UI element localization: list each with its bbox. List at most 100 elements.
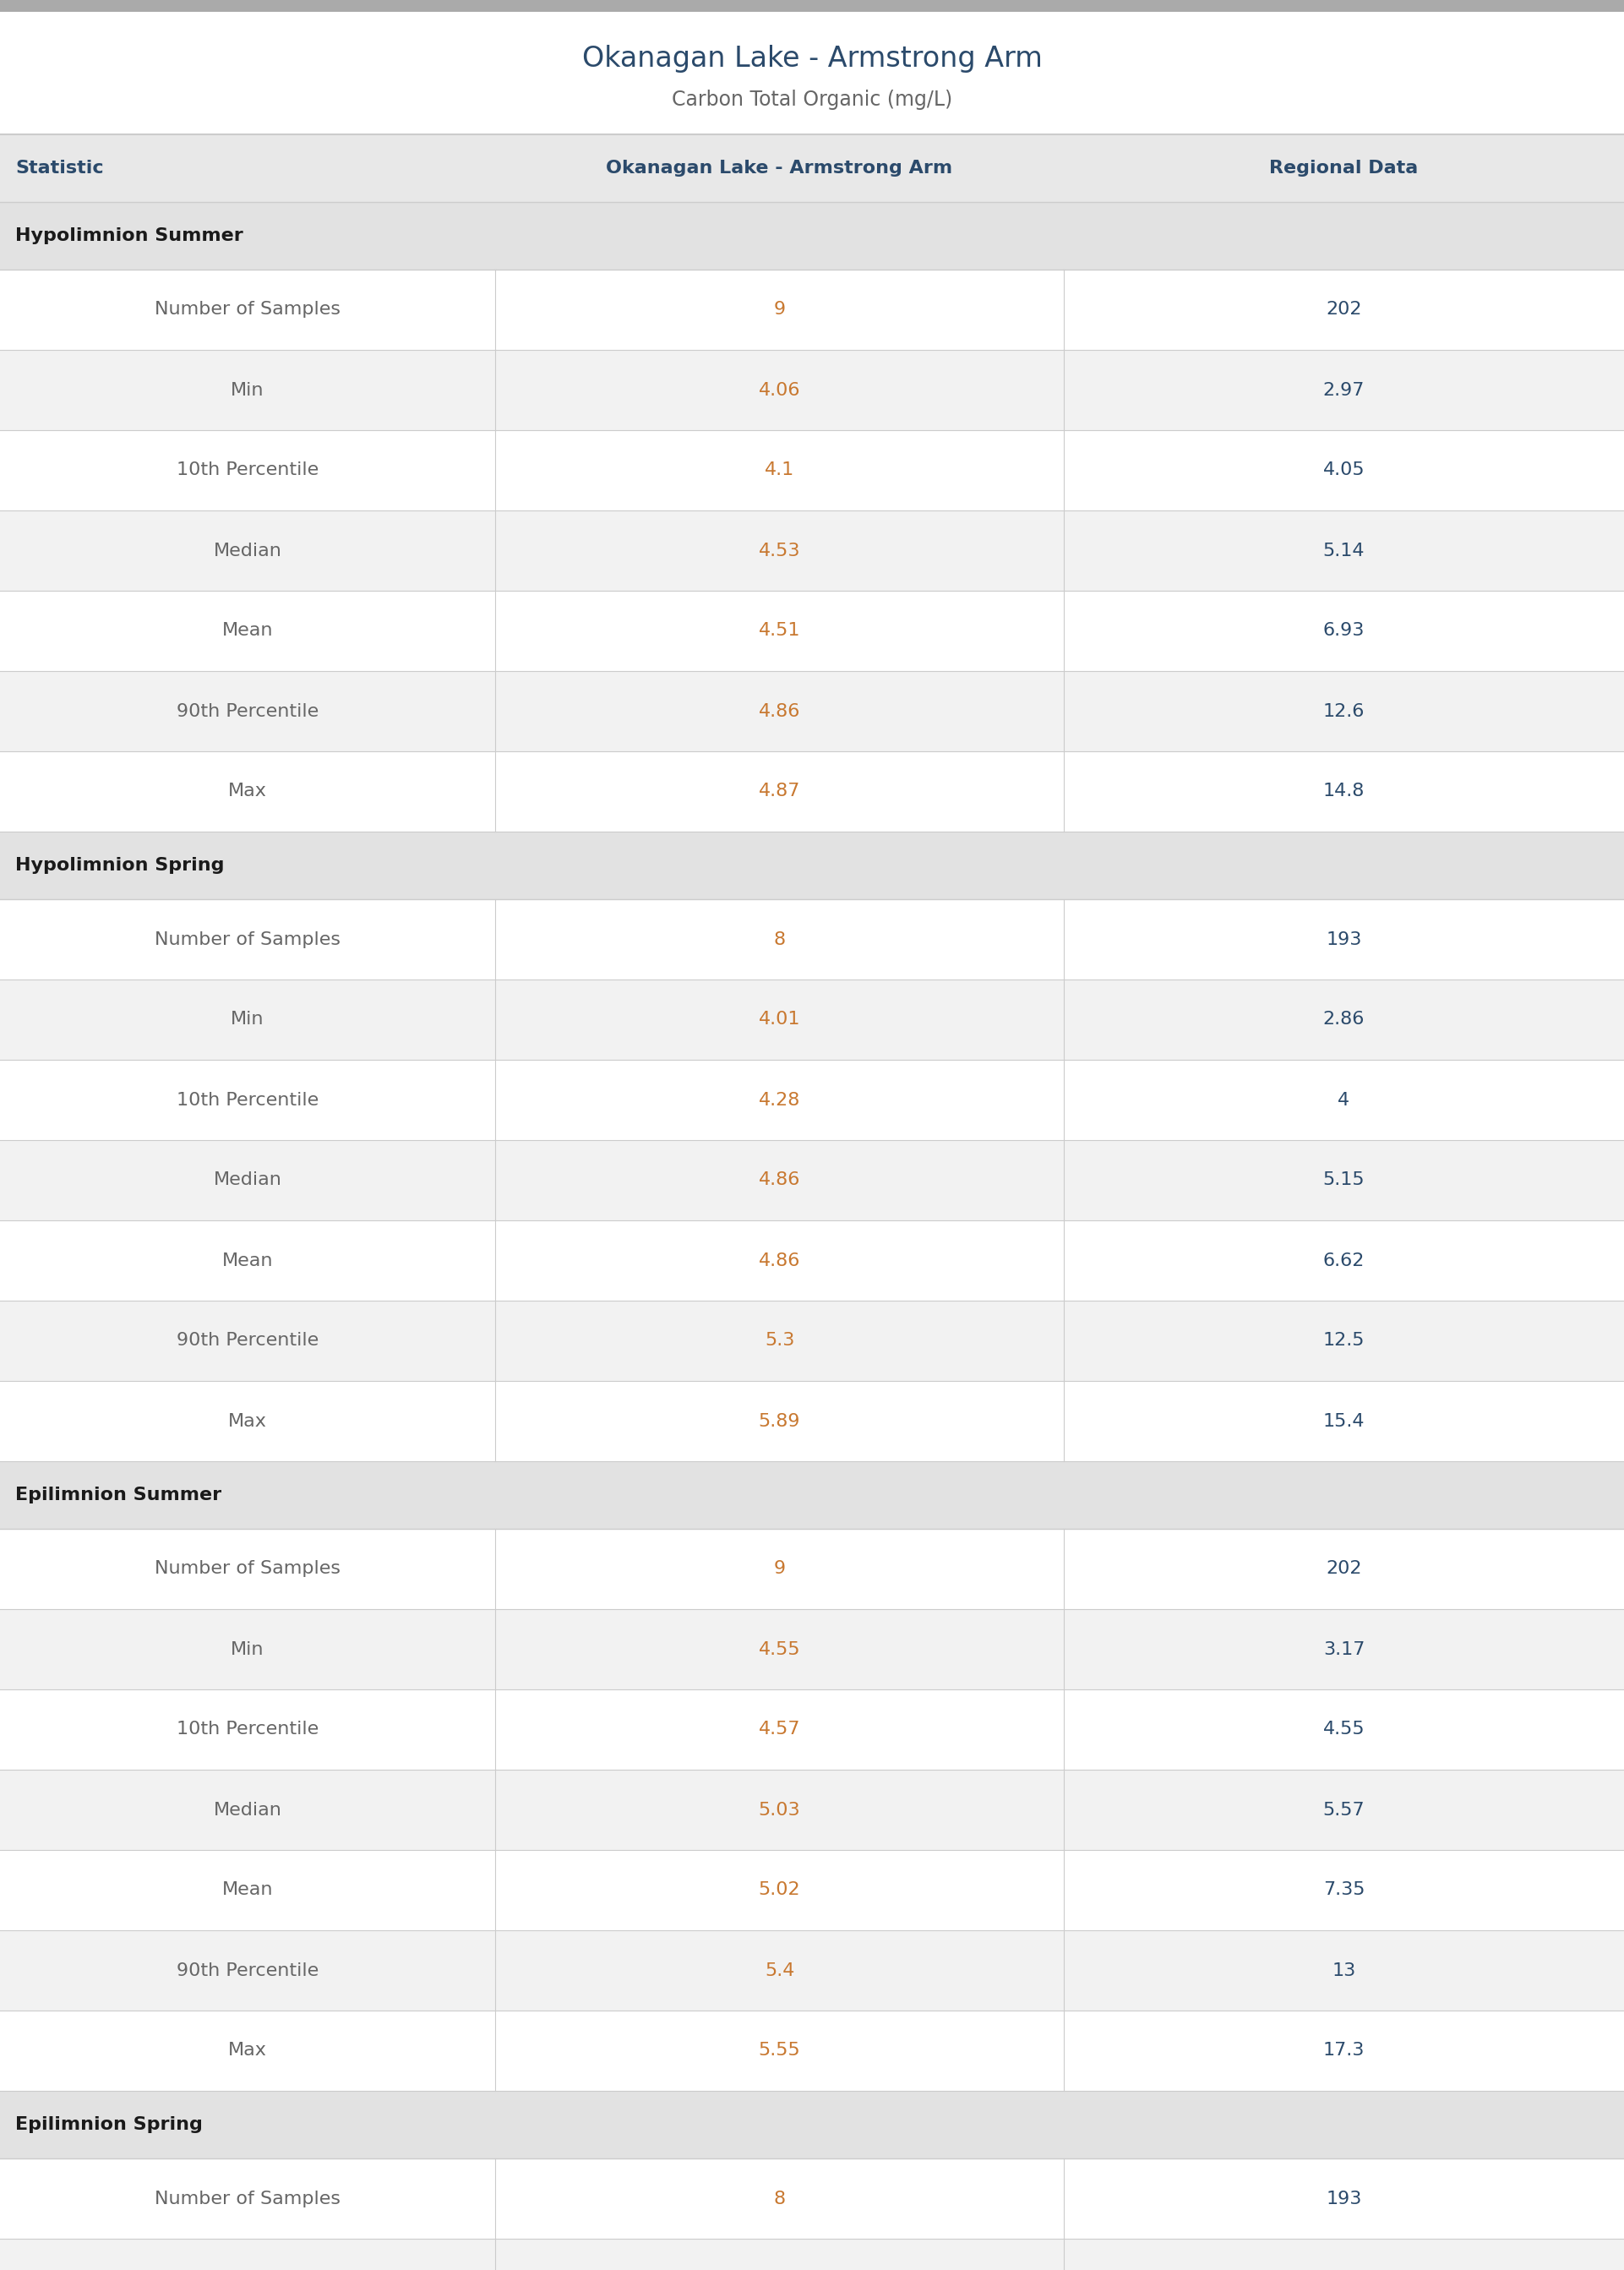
Text: Number of Samples: Number of Samples [154, 2191, 341, 2206]
Bar [0, 978, 1624, 1060]
Text: Max: Max [229, 2043, 266, 2059]
Text: 4.53: 4.53 [758, 543, 801, 558]
Text: 90th Percentile: 90th Percentile [177, 1961, 318, 1979]
Text: Number of Samples: Number of Samples [154, 302, 341, 318]
Text: 10th Percentile: 10th Percentile [177, 461, 318, 479]
Text: 4.51: 4.51 [758, 622, 801, 640]
Text: 4.55: 4.55 [758, 1641, 801, 1657]
Text: 15.4: 15.4 [1324, 1412, 1364, 1430]
Text: 5.57: 5.57 [1324, 1802, 1364, 1818]
Text: 202: 202 [1325, 302, 1363, 318]
Bar [0, 751, 1624, 831]
Text: Median: Median [213, 1802, 283, 1818]
Text: Min: Min [231, 1641, 265, 1657]
Text: Max: Max [229, 783, 266, 799]
Text: 12.6: 12.6 [1324, 704, 1364, 720]
Text: Median: Median [213, 543, 283, 558]
Text: 4.55: 4.55 [1324, 1721, 1364, 1739]
Text: 9: 9 [773, 1559, 786, 1578]
Text: Epilimnion Spring: Epilimnion Spring [15, 2116, 203, 2134]
Text: Mean: Mean [222, 1253, 273, 1269]
Bar [0, 1528, 1624, 1609]
Text: Mean: Mean [222, 622, 273, 640]
Bar [0, 202, 1624, 270]
Text: 7.35: 7.35 [1324, 1882, 1364, 1898]
Text: Statistic: Statistic [15, 159, 104, 177]
Text: 4.28: 4.28 [758, 1092, 801, 1108]
Bar [0, 2011, 1624, 2091]
Text: Max: Max [229, 1412, 266, 1430]
Text: 8: 8 [773, 931, 786, 949]
Bar [0, 134, 1624, 202]
Text: Okanagan Lake - Armstrong Arm: Okanagan Lake - Armstrong Arm [581, 45, 1043, 73]
Text: Okanagan Lake - Armstrong Arm: Okanagan Lake - Armstrong Arm [606, 159, 953, 177]
Bar [0, 1771, 1624, 1850]
Bar [0, 2159, 1624, 2238]
Text: Hypolimnion Spring: Hypolimnion Spring [15, 858, 224, 874]
Text: 4.86: 4.86 [758, 1253, 801, 1269]
Bar [0, 2091, 1624, 2159]
Text: 4.87: 4.87 [758, 783, 801, 799]
Text: 4: 4 [1338, 1092, 1350, 1108]
Text: Median: Median [213, 1171, 283, 1189]
Text: Min: Min [231, 1010, 265, 1028]
Text: Regional Data: Regional Data [1270, 159, 1418, 177]
Text: 9: 9 [773, 302, 786, 318]
Text: 10th Percentile: 10th Percentile [177, 1721, 318, 1739]
Bar [0, 1689, 1624, 1771]
Text: 193: 193 [1325, 2191, 1363, 2206]
Text: 4.05: 4.05 [1324, 461, 1364, 479]
Text: Min: Min [231, 381, 265, 400]
Text: Epilimnion Summer: Epilimnion Summer [15, 1487, 221, 1503]
Bar [0, 1850, 1624, 1930]
Bar [0, 1301, 1624, 1380]
Text: 2.86: 2.86 [1324, 1010, 1364, 1028]
Text: 4.06: 4.06 [758, 381, 801, 400]
Text: 5.15: 5.15 [1324, 1171, 1364, 1189]
Text: 5.3: 5.3 [765, 1332, 794, 1348]
Text: 4.57: 4.57 [758, 1721, 801, 1739]
Text: 12.5: 12.5 [1324, 1332, 1364, 1348]
Text: 8: 8 [773, 2191, 786, 2206]
Bar [0, 270, 1624, 350]
Text: 5.55: 5.55 [758, 2043, 801, 2059]
Text: 90th Percentile: 90th Percentile [177, 1332, 318, 1348]
Bar [0, 1221, 1624, 1301]
Text: 6.93: 6.93 [1324, 622, 1364, 640]
Text: 4.86: 4.86 [758, 704, 801, 720]
Text: Carbon Total Organic (mg/L): Carbon Total Organic (mg/L) [672, 91, 952, 111]
Text: 3.17: 3.17 [1324, 1641, 1364, 1657]
Text: 193: 193 [1325, 931, 1363, 949]
Text: 6.62: 6.62 [1324, 1253, 1364, 1269]
Bar [0, 899, 1624, 978]
Text: 4.01: 4.01 [758, 1010, 801, 1028]
Bar [0, 672, 1624, 751]
Bar [0, 2238, 1624, 2270]
Text: 5.89: 5.89 [758, 1412, 801, 1430]
Text: 4.86: 4.86 [758, 1171, 801, 1189]
Text: Number of Samples: Number of Samples [154, 931, 341, 949]
Bar [0, 431, 1624, 511]
Text: 5.03: 5.03 [758, 1802, 801, 1818]
Bar [0, 1930, 1624, 2011]
Text: Mean: Mean [222, 1882, 273, 1898]
Bar [0, 1380, 1624, 1462]
Bar [0, 0, 1624, 11]
Bar [0, 1140, 1624, 1221]
Text: 10th Percentile: 10th Percentile [177, 1092, 318, 1108]
Text: Number of Samples: Number of Samples [154, 1559, 341, 1578]
Text: 202: 202 [1325, 1559, 1363, 1578]
Bar [0, 590, 1624, 672]
Bar [0, 11, 1624, 134]
Text: 14.8: 14.8 [1324, 783, 1364, 799]
Bar [0, 1060, 1624, 1140]
Text: 5.14: 5.14 [1324, 543, 1364, 558]
Text: 2.97: 2.97 [1324, 381, 1364, 400]
Text: 5.02: 5.02 [758, 1882, 801, 1898]
Bar [0, 831, 1624, 899]
Text: 4.1: 4.1 [765, 461, 794, 479]
Bar [0, 1462, 1624, 1528]
Bar [0, 511, 1624, 590]
Bar [0, 350, 1624, 431]
Bar [0, 1609, 1624, 1689]
